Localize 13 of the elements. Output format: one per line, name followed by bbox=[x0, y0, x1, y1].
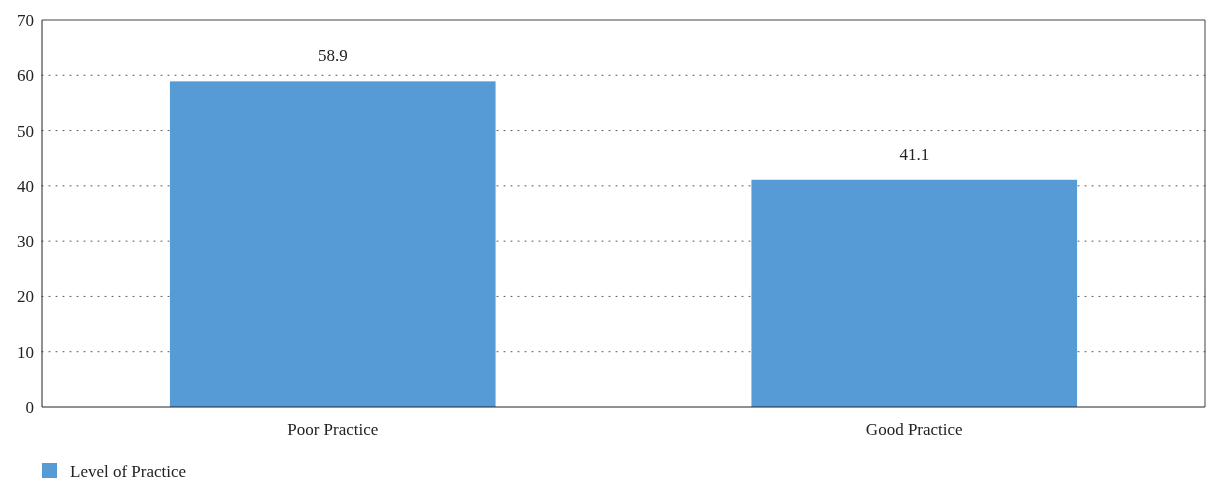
data-label: 41.1 bbox=[899, 144, 930, 164]
y-tick-label: 70 bbox=[17, 10, 34, 30]
y-tick-label: 60 bbox=[17, 66, 34, 86]
y-tick-label: 20 bbox=[17, 287, 34, 307]
y-tick-label: 30 bbox=[17, 232, 34, 252]
data-label: 58.9 bbox=[317, 46, 348, 66]
y-tick-label: 50 bbox=[17, 121, 34, 141]
y-tick-label: 10 bbox=[17, 342, 34, 362]
x-tick-label: Good Practice bbox=[865, 420, 963, 439]
y-tick-label: 40 bbox=[17, 176, 34, 196]
y-tick-label: 0 bbox=[25, 397, 34, 417]
legend-label: Level of Practice bbox=[70, 461, 187, 481]
x-tick-label: Poor Practice bbox=[287, 420, 379, 439]
